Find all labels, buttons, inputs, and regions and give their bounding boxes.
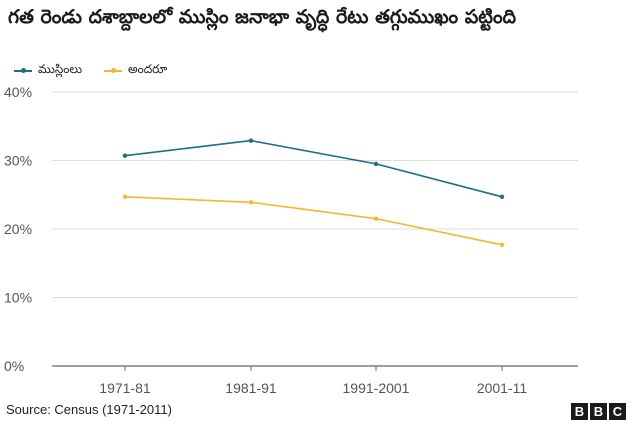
bbc-logo-letter: C xyxy=(609,403,626,420)
legend-item-all: అందరూ xyxy=(104,62,167,79)
legend-swatch-muslims xyxy=(14,67,32,73)
data-point-all xyxy=(122,194,128,200)
x-tick-label: 1971-81 xyxy=(99,380,151,396)
data-point-muslims xyxy=(373,161,379,167)
series-line-muslims xyxy=(124,139,503,198)
y-tick-label: 0% xyxy=(4,358,24,374)
data-point-all xyxy=(373,216,379,221)
bbc-logo-letter: B xyxy=(571,403,588,420)
y-tick-label: 20% xyxy=(4,221,32,237)
data-point-muslims xyxy=(499,194,505,200)
legend-label-muslims: ముస్లింలు xyxy=(38,62,83,76)
y-tick-label: 10% xyxy=(4,290,32,306)
data-point-all xyxy=(248,200,254,205)
data-point-muslims xyxy=(248,138,254,143)
data-point-muslims xyxy=(122,153,128,158)
x-tick-label: 2001-11 xyxy=(477,380,528,396)
x-tick-label: 1991-2001 xyxy=(343,380,410,396)
line-chart: 40% 30% 20% 10% 0% 1971-81 1981-91 1991-2001 200… xyxy=(4,84,578,396)
data-point-all xyxy=(499,242,505,247)
legend-label-all: అందరూ xyxy=(128,62,168,76)
source-note: Source: Census (1971-2011) xyxy=(6,402,172,417)
bbc-logo-letter: B xyxy=(590,403,607,420)
x-tick-label: 1981-91 xyxy=(225,380,277,396)
legend-item-muslims: ముస్లింలు xyxy=(14,62,82,79)
legend-swatch-all xyxy=(104,67,123,73)
bbc-logo: B B C xyxy=(571,403,626,420)
chart-title: గత రెండు దశాబ్దాలలో ముస్లిం జనాభా వృద్ధి… xyxy=(8,6,517,28)
footer: Source: Census (1971-2011) B B C xyxy=(0,398,640,427)
y-tick-label: 40% xyxy=(4,84,32,100)
series-line-all xyxy=(124,196,503,246)
legend: ముస్లింలు అందరూ xyxy=(14,62,167,79)
y-tick-label: 30% xyxy=(4,153,32,169)
